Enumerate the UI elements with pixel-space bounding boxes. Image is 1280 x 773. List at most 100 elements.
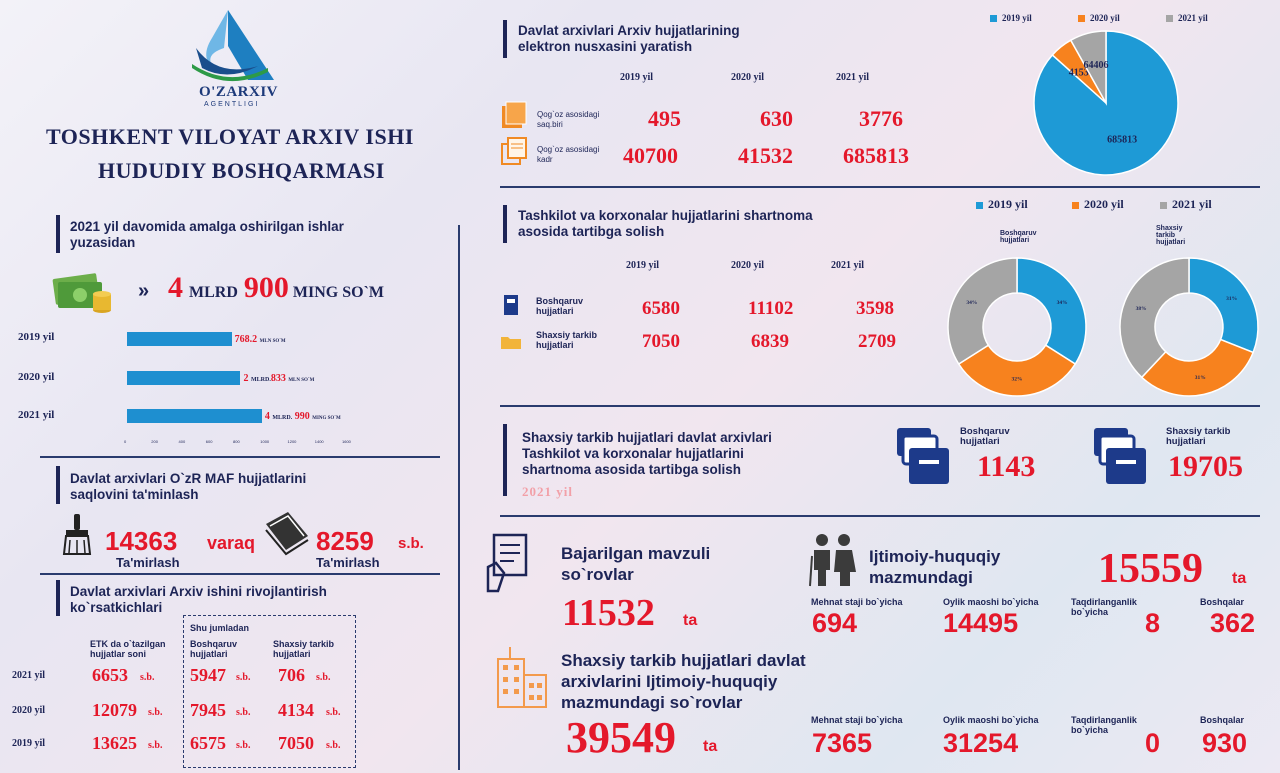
x-tick-label: 0 (124, 439, 127, 444)
pie-value-label: 38% (1136, 306, 1147, 312)
legend-item: 2021 yil (1160, 197, 1212, 212)
dev-col-header: Shaxsiy tarkib hujjatlari (273, 639, 335, 659)
pie-slice (1119, 257, 1190, 379)
divider (40, 573, 440, 575)
personnel-col-header: Taqdirlanganlik bo`yicha (1071, 715, 1137, 735)
dev-unit: s.b. (326, 707, 341, 718)
pie-value-label: 34% (966, 300, 977, 306)
dev-unit: s.b. (236, 740, 251, 751)
personnel-title: Shaxsiy tarkib hujjatlari davlat arxivla… (561, 651, 806, 712)
income-unit-a: MLRD (189, 284, 238, 301)
income-amount-b: 900 (243, 271, 289, 304)
social-value-cell: 8 (1145, 608, 1161, 638)
boshqaruv-donut-chart: 34% 32% 34% (947, 257, 1087, 397)
income-amount-a: 4 (168, 271, 183, 304)
dev-row-year: 2020 yil (12, 705, 46, 716)
archive-box-icon (1094, 428, 1146, 484)
x-tick-label: 1000 (260, 439, 270, 444)
dev-value: 7050 (278, 733, 314, 753)
archive-box-icon (897, 428, 949, 484)
column-divider (458, 225, 460, 770)
contract-year-header: 2020 yil (731, 260, 765, 271)
social-value-cell: 14495 (943, 608, 1019, 638)
divider (40, 456, 440, 458)
dev-value: 6575 (190, 733, 226, 753)
money-icon (52, 273, 111, 313)
contract-row-label: Boshqaruv hujjatlari (536, 296, 584, 316)
social-col-header: Boshqalar (1200, 597, 1245, 607)
elec-year-header: 2021 yil (836, 72, 870, 83)
x-tick-label: 1400 (314, 439, 324, 444)
binder-icon (504, 295, 518, 315)
elec-year-header: 2020 yil (731, 72, 765, 83)
personnel-value-cell: 930 (1202, 728, 1248, 758)
org-title-line1: TOSHKENT VILOYAT ARXIV ISHI (46, 124, 414, 149)
contract-year-header: 2021 yil (831, 260, 865, 271)
elec-value: 40700 (623, 143, 678, 168)
maf-title: Davlat arxivlari O`zR MAF hujjatlarini s… (70, 471, 307, 502)
dev-value: 7945 (190, 700, 226, 720)
social-value-cell: 694 (812, 608, 858, 638)
contract-value: 2709 (858, 331, 896, 352)
legend-item: 2019 yil (990, 13, 1032, 23)
maf-value-1: 14363 (105, 526, 178, 556)
maf-value-2: 8259 (316, 526, 374, 556)
dev-unit: s.b. (236, 707, 251, 718)
contract-year-header: 2019 yil (626, 260, 660, 271)
social-title: Ijtimoiy-huquqiy mazmundagi (869, 547, 1001, 587)
x-tick-label: 200 (151, 439, 158, 444)
x-tick-label: 800 (233, 439, 240, 444)
donut-title: Shaxsiy tarkib hujjatlari (1156, 225, 1186, 246)
dev-unit: s.b. (316, 672, 331, 683)
pie-slice (1188, 257, 1259, 354)
elec-row-label: Qog`oz asosidagi kadr (537, 145, 600, 164)
shaxsiy-donut-chart: 31% 31% 38% (1119, 257, 1259, 397)
pie-value-label: 31% (1226, 296, 1237, 302)
personnel-value-cell: 31254 (943, 728, 1019, 758)
org-title-line2: HUDUDIY BOSHQARMASI (98, 158, 385, 183)
bar-category-label: 2021 yil (18, 409, 55, 421)
income-bar-chart: 2019 yil 2020 yil 2021 yil 768.2 MLN SO`… (0, 320, 450, 450)
document-hand-icon (486, 533, 528, 593)
social-value: 15559 (1098, 546, 1203, 592)
section-marker (56, 580, 60, 616)
personnel-col-header: Oylik maoshi bo`yicha (943, 715, 1039, 725)
bar-data-label: 768.2 MLN SO`M (234, 334, 286, 345)
dev-unit: s.b. (148, 740, 163, 751)
divider (500, 515, 1260, 517)
maf-unit-1: varaq (207, 533, 256, 553)
pie-value-label: 64406 (1083, 60, 1108, 71)
bar-data-label: 4 MLRD. 990 MING SO`M (264, 411, 341, 422)
dev-subgroup-label: Shu jumladan (190, 623, 250, 633)
x-tick-label: 400 (178, 439, 186, 444)
sh2021-title: Shaxsiy tarkib hujjatlari davlat arxivla… (522, 430, 772, 477)
bar-category-label: 2020 yil (18, 371, 55, 383)
dev-value: 4134 (278, 700, 314, 720)
pie-value-label: 32% (1012, 376, 1023, 382)
dev-row-year: 2019 yil (12, 738, 46, 749)
social-col-header: Taqdirlanganlik bo`yicha (1071, 597, 1137, 617)
contract-value: 6580 (642, 298, 680, 319)
personnel-value-cell: 7365 (812, 728, 873, 758)
dev-col-header: Boshqaruv hujjatlari (190, 639, 238, 659)
personnel-unit: ta (703, 738, 718, 755)
x-tick-label: 1200 (287, 439, 297, 444)
sh2021-year: 2021 yil (522, 484, 573, 499)
elec-value: 41532 (738, 143, 793, 168)
pie-value-label: 685813 (1107, 134, 1137, 145)
dev-col-header: ETK da o`tazilgan hujjatlar soni (90, 639, 166, 659)
contract-title: Tashkilot va korxonalar hujjatlarini sha… (518, 208, 813, 239)
chevron-right-icon: » (138, 280, 150, 302)
donut-title: Boshqaruv hujjatlari (1000, 230, 1037, 244)
legend-item: 2020 yil (1078, 13, 1120, 23)
elec-year-header: 2019 yil (620, 72, 654, 83)
dev-value: 706 (278, 665, 305, 685)
pie-value-label: 34% (1057, 300, 1068, 306)
income-title: 2021 yil davomida amalga oshirilgan ishl… (70, 219, 344, 250)
pie-slice (1140, 338, 1255, 397)
dev-subgroup-box (183, 615, 356, 768)
sh2021-value: 19705 (1168, 450, 1243, 483)
elec-value: 630 (760, 106, 793, 131)
sh2021-value: 1143 (977, 450, 1036, 483)
